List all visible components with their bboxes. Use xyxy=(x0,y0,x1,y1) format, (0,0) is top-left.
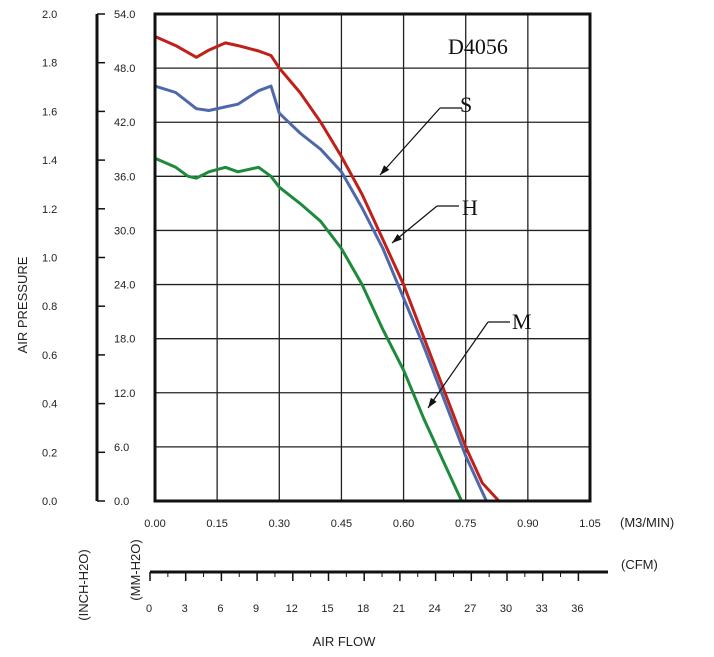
cfm-tick-label: 18 xyxy=(357,603,369,615)
cfm-tick-label: 27 xyxy=(464,603,476,615)
cfm-tick-label: 33 xyxy=(536,603,548,615)
cfm-tick-label: 3 xyxy=(182,603,188,615)
cfm-tick-label: 21 xyxy=(393,603,405,615)
grid xyxy=(155,14,590,501)
callout-arrowhead-s xyxy=(380,165,390,175)
inch-tick-label: 0.4 xyxy=(42,399,57,411)
curve-s xyxy=(153,35,501,503)
curve-label-m: M xyxy=(512,309,532,334)
curve-label-h: H xyxy=(462,195,478,220)
cfm-tick-label: 6 xyxy=(217,603,223,615)
inch-h2o-axis: 0.0 0.2 0.4 0.6 0.8 1.0 1.2 1.4 1.6 1.8 2.0 xyxy=(42,9,105,508)
inch-tick-label: 0.0 xyxy=(42,496,57,508)
plot-frame xyxy=(153,12,592,503)
curve-m xyxy=(153,156,464,503)
inch-tick-label: 0.8 xyxy=(42,301,57,313)
x-tick-label: 0.60 xyxy=(393,518,414,530)
cfm-tick-label: 0 xyxy=(146,603,152,615)
x-unit-m3min: (M3/MIN) xyxy=(620,515,674,530)
x-axis-label: AIR FLOW xyxy=(313,634,377,649)
callout-arrowhead-h xyxy=(392,233,402,243)
inch-tick-label: 1.4 xyxy=(42,155,57,167)
inch-tick-label: 1.0 xyxy=(42,253,57,265)
mm-tick-label: 42.0 xyxy=(114,117,135,129)
cfm-tick-label: 15 xyxy=(321,603,333,615)
y-unit-inch: (INCH-H2O) xyxy=(76,549,91,621)
mm-tick-label: 0.0 xyxy=(114,496,129,508)
callout-line-s xyxy=(379,107,441,176)
x-tick-label: 0.75 xyxy=(455,518,476,530)
callout-line-m xyxy=(427,321,489,409)
chart-title: D4056 xyxy=(448,34,508,59)
mm-tick-label: 48.0 xyxy=(114,63,135,75)
mm-tick-label: 24.0 xyxy=(114,280,135,292)
curve-label-s: S xyxy=(460,92,472,117)
cfm-tick-label: 12 xyxy=(286,603,298,615)
mm-tick-label: 54.0 xyxy=(114,9,135,21)
inch-tick-label: 1.6 xyxy=(42,106,57,118)
mm-tick-label: 18.0 xyxy=(114,334,135,346)
curve-h xyxy=(153,84,488,503)
mm-tick-label: 6.0 xyxy=(114,442,129,454)
x-tick-label: 0.45 xyxy=(331,518,352,530)
x-unit-cfm: (CFM) xyxy=(621,557,658,572)
inch-tick-label: 1.8 xyxy=(42,58,57,70)
x-tick-label: 0.30 xyxy=(269,518,290,530)
inch-tick-label: 2.0 xyxy=(42,9,57,21)
cfm-tick-label: 9 xyxy=(253,603,259,615)
curves xyxy=(153,35,501,503)
inch-tick-label: 1.2 xyxy=(42,204,57,216)
cfm-tick-label: 30 xyxy=(500,603,512,615)
tick-labels: 0.0 6.0 12.0 18.0 24.0 30.0 36.0 42.0 48.0 54.0 0.… xyxy=(114,9,601,530)
curve-callouts: S H M xyxy=(379,92,532,409)
cfm-tick-label: 36 xyxy=(571,603,583,615)
inch-tick-label: 0.2 xyxy=(42,447,57,459)
callout-arrowhead-m xyxy=(428,397,437,408)
x-tick-label: 1.05 xyxy=(579,518,600,530)
y-axis-label: AIR PRESSURE xyxy=(15,256,30,353)
inch-tick-label: 0.6 xyxy=(42,350,57,362)
mm-tick-label: 12.0 xyxy=(114,388,135,400)
y-unit-mm: (MM-H2O) xyxy=(128,539,143,600)
cfm-tick-label: 24 xyxy=(428,603,440,615)
mm-tick-label: 36.0 xyxy=(114,171,135,183)
x-tick-label: 0.15 xyxy=(206,518,227,530)
x-tick-label: 0.00 xyxy=(144,518,165,530)
mm-tick-label: 30.0 xyxy=(114,225,135,237)
cfm-axis: 0 3 6 9 12 15 18 21 24 27 30 33 36 xyxy=(146,570,608,615)
x-tick-label: 0.90 xyxy=(517,518,538,530)
